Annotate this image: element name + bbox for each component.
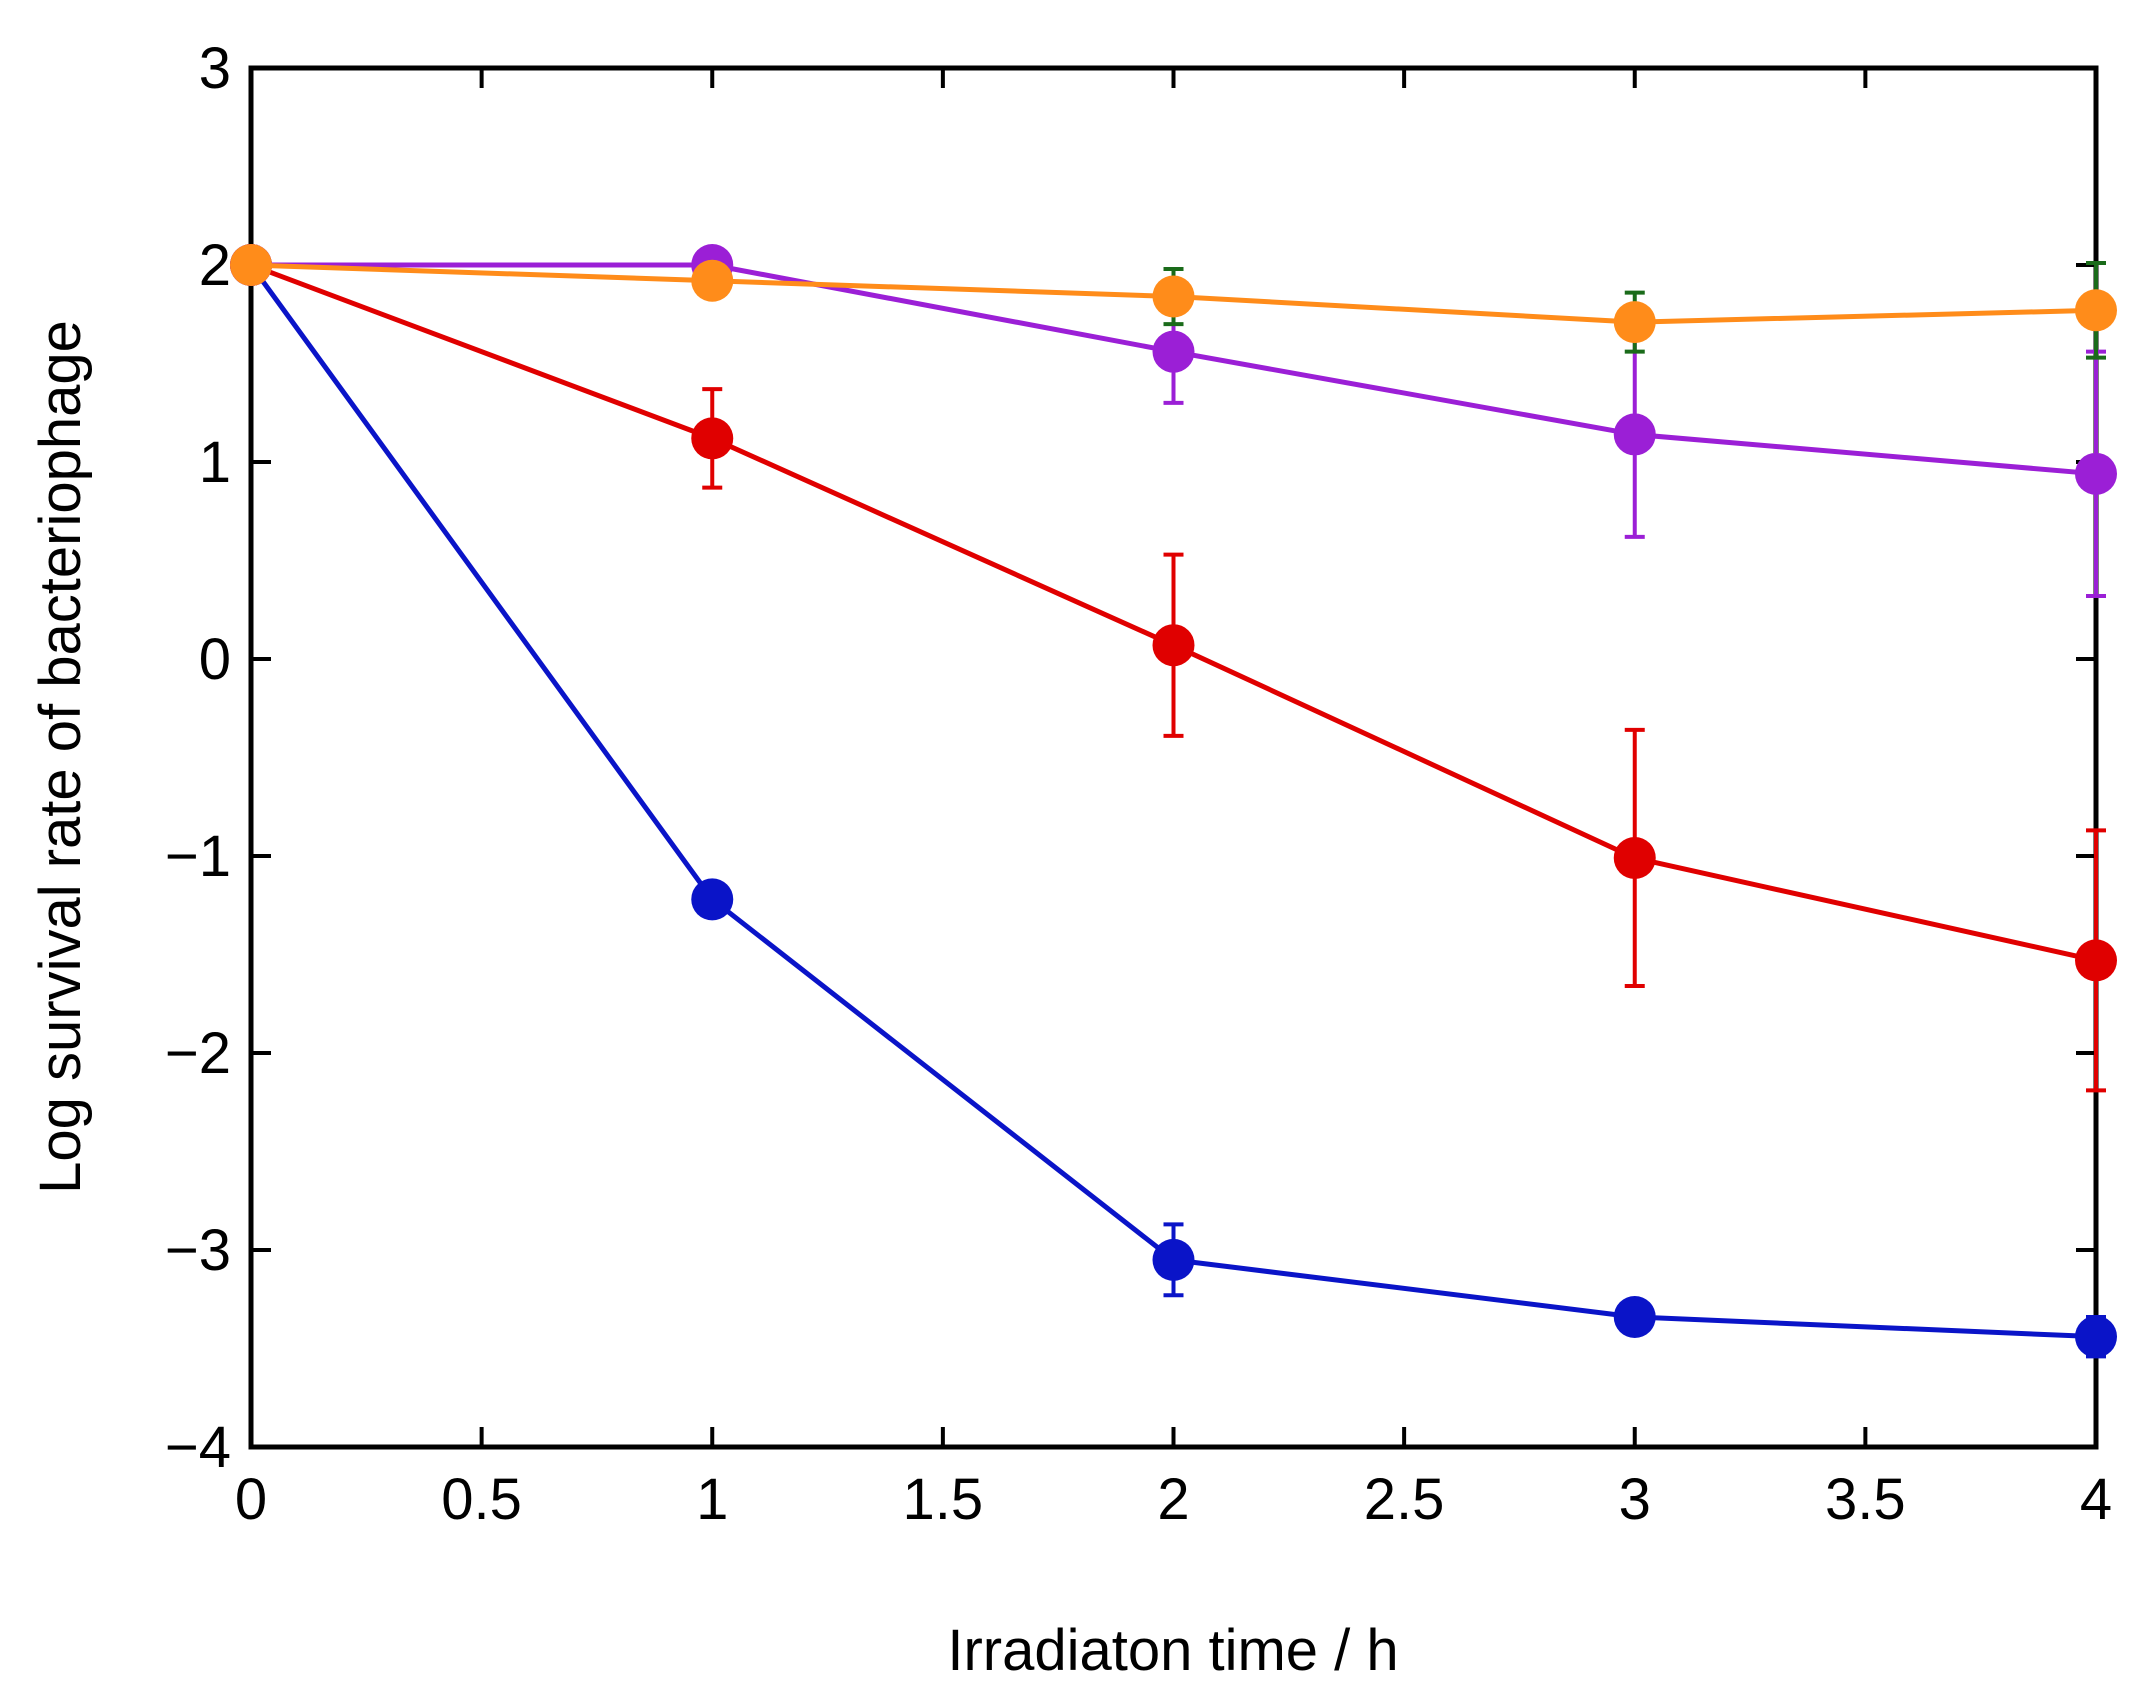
x-tick-label: 1.5 [903, 1467, 984, 1532]
data-point-red [1613, 836, 1656, 879]
data-point-orange [2075, 289, 2117, 332]
series-layer [230, 244, 2117, 1359]
x-tick-label: 1 [696, 1467, 728, 1532]
y-tick-label: 3 [199, 36, 231, 101]
data-point-red [691, 417, 734, 460]
data-point-orange [230, 244, 272, 286]
y-tick-label: −3 [165, 1218, 231, 1283]
data-point-purple [1613, 413, 1656, 456]
data-point-red [2075, 939, 2117, 982]
x-tick-label: 3.5 [1825, 1467, 1906, 1532]
data-point-orange [1613, 301, 1656, 344]
x-tick-label: 0 [235, 1467, 267, 1532]
y-tick-label: −1 [165, 824, 231, 889]
x-tick-label: 3 [1619, 1467, 1651, 1532]
data-point-purple [2075, 452, 2117, 495]
y-axis-title: Log survival rate of bacteriophage [28, 320, 93, 1194]
y-tick-label: −2 [165, 1021, 231, 1086]
series-line-blue [248, 263, 2097, 1340]
data-point-orange [691, 259, 734, 302]
x-tick-label: 2.5 [1364, 1467, 1445, 1532]
data-point-orange [1152, 275, 1195, 318]
data-point-blue [691, 878, 734, 921]
data-point-blue [1613, 1295, 1656, 1338]
y-tick-label: −4 [165, 1415, 231, 1480]
data-point-purple [1152, 330, 1195, 373]
series-orange [230, 244, 2117, 360]
y-tick-label: 0 [199, 627, 231, 692]
x-tick-label: 0.5 [441, 1467, 522, 1532]
data-point-blue [1152, 1238, 1195, 1281]
x-tick-label: 4 [2080, 1467, 2112, 1532]
tick-labels: 0 0.5 1 1.5 2 2.5 3 3.5 4 3 2 1 0 −1 −2 −3 −4 [165, 36, 2112, 1532]
y-tick-label: 2 [199, 233, 231, 298]
data-point-blue [2075, 1315, 2117, 1358]
data-point-red [1152, 624, 1195, 667]
y-tick-label: 1 [199, 430, 231, 495]
series-blue [230, 244, 2117, 1359]
series-red [230, 244, 2117, 1093]
x-axis-title: Irradiaton time / h [947, 1618, 1398, 1683]
x-tick-label: 2 [1157, 1467, 1189, 1532]
